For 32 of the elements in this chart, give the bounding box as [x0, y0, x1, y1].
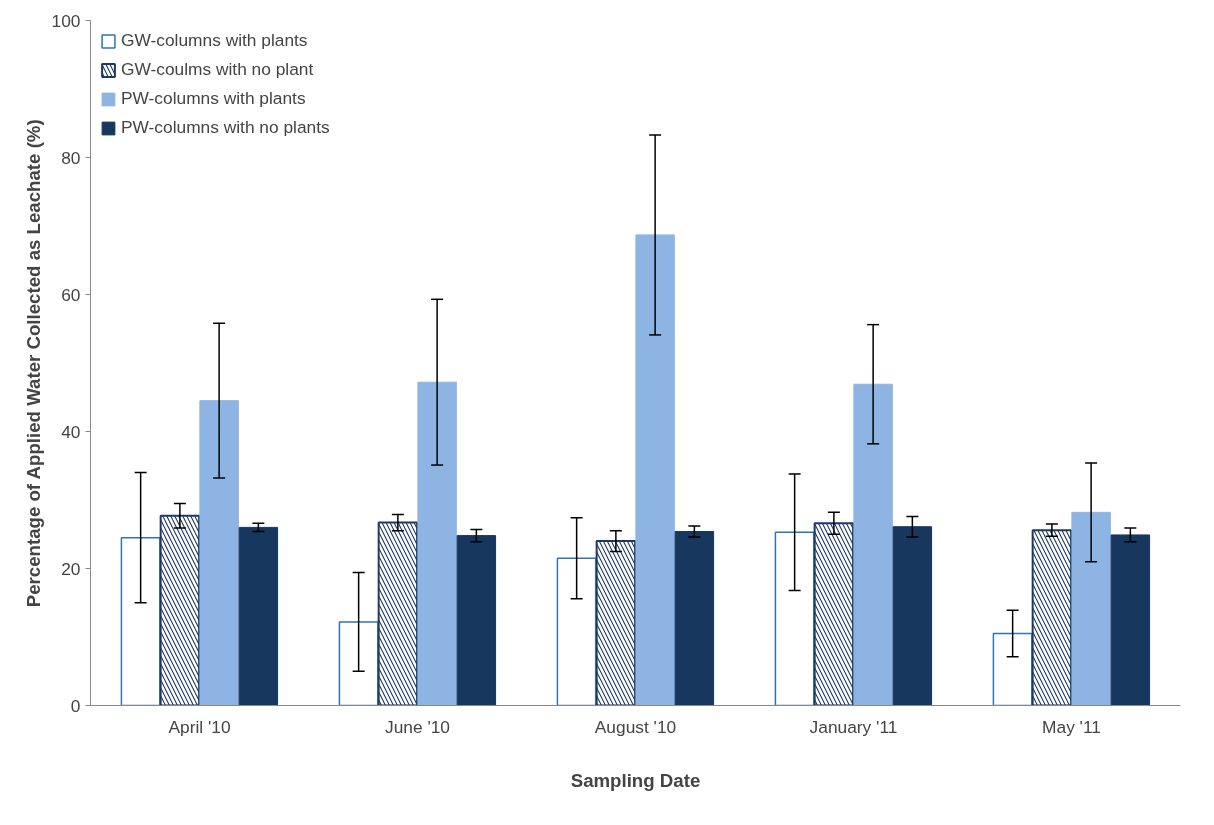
bar [992, 632, 1033, 706]
bar [1110, 534, 1151, 706]
y-tick-label: 60 [61, 284, 81, 305]
bar [774, 531, 815, 706]
bar [199, 400, 239, 706]
y-tick-label: 20 [61, 558, 81, 579]
legend-label: PW-columns with no plants [121, 117, 330, 138]
bar [238, 526, 279, 706]
x-axis-title: Sampling Date [570, 769, 701, 791]
y-tick-label: 0 [70, 695, 81, 716]
y-tick-label: 40 [61, 421, 81, 442]
bar [635, 234, 675, 706]
legend-label: GW-columns with plants [121, 30, 308, 51]
bar [1071, 511, 1111, 706]
y-tick-label: 80 [61, 147, 81, 168]
bar [556, 557, 597, 706]
bar [417, 381, 457, 706]
bar [338, 621, 379, 706]
bar [674, 531, 715, 706]
bar [853, 383, 893, 706]
bar [456, 535, 497, 706]
x-tick-label: January '11 [809, 716, 898, 737]
legend-label: GW-coulms with no plant [121, 59, 314, 80]
bar [120, 536, 161, 706]
y-axis-title: Percentage of Applied Water Collected as Leachate (%) [22, 119, 44, 608]
x-tick-label: June '10 [385, 716, 450, 737]
x-tick-label: May '11 [1042, 716, 1101, 737]
x-tick-label: August '10 [594, 716, 677, 737]
bar [892, 526, 933, 706]
y-tick-label: 100 [51, 10, 81, 31]
x-tick-label: April '10 [168, 716, 231, 737]
legend-label: PW-columns with plants [121, 88, 306, 109]
